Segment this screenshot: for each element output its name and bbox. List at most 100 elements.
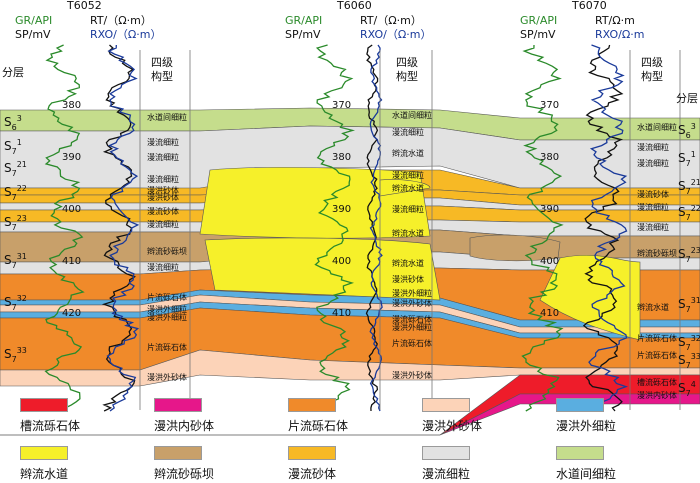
legend-label: 辫流砂砾坝 <box>154 467 215 481</box>
zone-label: 漫流细粒 <box>147 219 179 229</box>
sp-label: SP/mV <box>285 28 321 41</box>
well-name: T6052 <box>66 0 102 12</box>
gr-curve <box>314 44 356 412</box>
rxo-curve <box>588 44 629 412</box>
depth-tick: 400 <box>62 204 81 215</box>
zone-label: 漫流细粒 <box>637 202 669 212</box>
rt-label: RT/Ω·m <box>595 14 635 27</box>
legend-label: 漫流细粒 <box>422 467 471 481</box>
zone-label: 漫流细粒 <box>147 152 179 162</box>
rt-label: RT/（Ω·m） <box>90 14 152 27</box>
sp-label: SP/mV <box>15 28 51 41</box>
zone-label: 辫流水道 <box>637 302 669 312</box>
zone-header: 四级 <box>396 56 418 69</box>
zone-label: 辫流水道 <box>392 258 424 268</box>
zone-label: 漫流细粒 <box>147 174 179 184</box>
zone-label: 片流砾石体 <box>147 292 187 302</box>
zone-label: 漫洪外细粒 <box>392 322 432 332</box>
zone-label: 漫流细粒 <box>637 222 669 232</box>
zone-label: 辫流水道 <box>392 183 424 193</box>
legend-label: 漫洪内砂体 <box>154 419 215 433</box>
depth-tick: 400 <box>540 256 559 267</box>
legend: 槽流砾石体 漫洪内砂体 片流砾石体 漫洪外砂体 漫洪外细粒 辫流水道 辫流砂砾坝 漫流砂体 漫流… <box>0 395 700 483</box>
legend-swatch <box>154 446 202 460</box>
zone-header: 构型 <box>151 69 173 83</box>
gr-label: GR/API <box>285 14 322 27</box>
zone-label: 漫洪砂体 <box>147 185 179 195</box>
zone-label: 片流砾石体 <box>147 342 187 352</box>
zone-label: 漫洪外砂体 <box>392 298 432 308</box>
depth-tick: 420 <box>62 308 81 319</box>
zone-label: 漫流细粒 <box>392 204 424 214</box>
rxo-label: RXO/（Ω·m） <box>90 28 161 41</box>
gr-label: GR/API <box>520 14 557 27</box>
zone-label: 漫洪砂体 <box>147 192 179 202</box>
zone-label: 漫流细粒 <box>147 262 179 272</box>
rt-curve <box>365 44 379 412</box>
zone-label: 片流砾石体 <box>392 338 432 348</box>
rxo-label: RXO/Ω·m <box>595 28 644 41</box>
zone-label: 辫流水道 <box>392 148 424 158</box>
depth-tick: 390 <box>62 152 81 163</box>
band-outer-sand-2 <box>0 349 700 387</box>
legend-swatch <box>422 398 470 412</box>
zone-label: 槽流砾石体 <box>637 377 677 387</box>
zone-label: 漫流细粒 <box>392 127 424 137</box>
rt-label: RT/（Ω·m） <box>360 14 422 27</box>
legend-swatch <box>154 398 202 412</box>
well-name: T6070 <box>571 0 607 12</box>
zone-label: 漫洪外细粒 <box>147 312 187 322</box>
legend-swatch <box>288 446 336 460</box>
legend-swatch <box>556 398 604 412</box>
facies-bands <box>0 107 700 436</box>
legend-swatch <box>20 398 68 412</box>
zone-label: 漫流细粒 <box>637 142 669 152</box>
legend-swatch <box>422 446 470 460</box>
legend-label: 槽流砾石体 <box>20 419 81 433</box>
depth-tick: 380 <box>62 100 81 111</box>
depth-tick: 390 <box>540 204 559 215</box>
band-braided-top <box>379 179 431 197</box>
depth-tick: 390 <box>332 204 351 215</box>
zone-label: 水道间细粒 <box>392 110 432 120</box>
layer-header-left: 分层 <box>2 66 24 79</box>
well-logs <box>44 44 681 412</box>
zone-label: 漫流细粒 <box>637 158 669 168</box>
rxo-label: RXO/（Ω·m） <box>360 28 431 41</box>
gr-curve <box>44 44 85 412</box>
depth-tick: 380 <box>540 152 559 163</box>
legend-swatch <box>288 398 336 412</box>
gr-curve <box>521 44 564 412</box>
zone-header: 四级 <box>151 56 173 69</box>
rt-curve <box>582 44 624 412</box>
zone-label: 漫洪外砂体 <box>392 370 432 380</box>
rxo-curve <box>369 44 383 412</box>
gr-label: GR/API <box>15 14 52 27</box>
band-braided-channel-2 <box>204 237 441 301</box>
depth-tick: 410 <box>540 308 559 319</box>
zone-label: 漫洪外细粒 <box>392 288 432 298</box>
band-bar-right <box>469 234 561 262</box>
zone-label: 辫流砂砾坝 <box>147 246 187 256</box>
legend-label: 片流砾石体 <box>288 419 349 433</box>
zone-label: 漫洪外细粒 <box>147 304 187 314</box>
legend-label: 漫洪外砂体 <box>422 419 483 433</box>
zone-label: 漫洪外砂体 <box>147 372 187 382</box>
zone-label: 漫流细粒 <box>147 137 179 147</box>
depth-tick: 410 <box>62 256 81 267</box>
zone-label: 漫流砾石体 <box>392 314 432 324</box>
legend-label: 辫流水道 <box>20 467 69 481</box>
depth-tick: 400 <box>332 256 351 267</box>
zone-label: 水道间细粒 <box>147 112 187 122</box>
zone-label: 片流砾石体 <box>637 333 677 343</box>
rxo-curve <box>106 44 140 412</box>
zone-label: 漫流砂体 <box>147 206 179 216</box>
sp-label: SP/mV <box>520 28 556 41</box>
legend-label: 漫流砂体 <box>288 467 337 481</box>
zone-label: 辫流水道 <box>392 228 424 238</box>
depth-tick: 380 <box>332 152 351 163</box>
zone-label: 漫流细粒 <box>392 170 424 180</box>
legend-swatch <box>556 446 604 460</box>
depth-tick: 370 <box>332 100 351 111</box>
